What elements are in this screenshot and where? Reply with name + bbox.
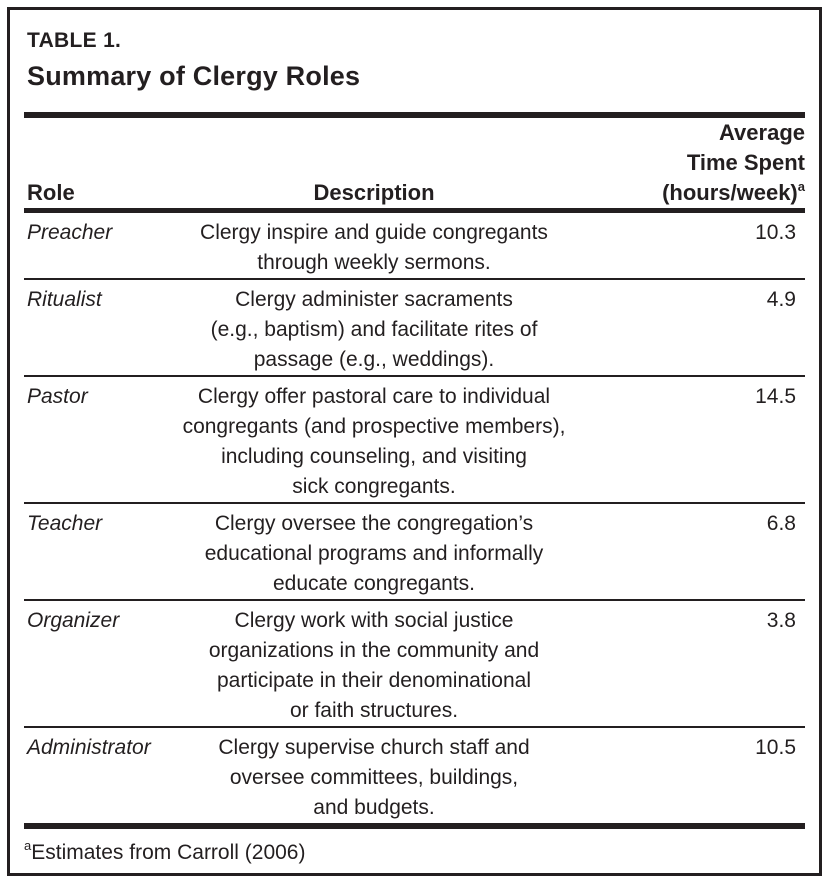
hours-cell: 10.5 <box>755 736 796 759</box>
description-cell: Clergy work with social justice organiza… <box>208 609 540 722</box>
role-cell: Pastor <box>27 385 88 408</box>
footer-rule-divider <box>24 823 805 829</box>
description-cell: Clergy oversee the congregation’s educat… <box>204 512 544 595</box>
hours-cell: 3.8 <box>766 609 796 632</box>
role-cell: Administrator <box>27 736 151 759</box>
role-cell: Organizer <box>27 609 120 632</box>
table-label: TABLE 1. <box>27 29 122 52</box>
table-title: Summary of Clergy Roles <box>27 61 361 91</box>
hours-cell: 6.8 <box>766 512 796 535</box>
column-header-description: Description <box>313 180 435 205</box>
table-row-teacher: Teacher Clergy oversee the congregation’… <box>24 502 805 599</box>
description-cell: Clergy offer pastoral care to individual… <box>182 385 566 498</box>
hours-cell: 14.5 <box>755 385 796 408</box>
column-header-hours: Average Time Spent (hours/week)a <box>579 118 805 208</box>
hours-header-line2: Time Spent <box>686 150 805 175</box>
top-rule-divider <box>24 112 805 118</box>
table-header-row: Role Description Average Time Spent (hou… <box>24 118 805 208</box>
column-header-role: Role <box>27 180 75 205</box>
table-footnote: aEstimates from Carroll (2006) <box>24 829 805 868</box>
table-row-pastor: Pastor Clergy offer pastoral care to ind… <box>24 375 805 502</box>
description-cell: Clergy supervise church staff and overse… <box>218 736 530 819</box>
hours-header-line3: (hours/week)a <box>662 178 805 205</box>
hours-cell: 4.9 <box>766 288 796 311</box>
hours-header-superscript: a <box>797 178 805 194</box>
role-cell: Ritualist <box>27 288 102 311</box>
description-cell: Clergy inspire and guide congregants thr… <box>200 221 548 274</box>
role-cell: Preacher <box>27 221 113 244</box>
table-row-organizer: Organizer Clergy work with social justic… <box>24 599 805 726</box>
table-row-ritualist: Ritualist Clergy administer sacraments (… <box>24 278 805 375</box>
description-cell: Clergy administer sacraments (e.g., bapt… <box>210 288 538 371</box>
table-figure-frame: TABLE 1. Summary of Clergy Roles Role De… <box>7 7 822 876</box>
table-caption: TABLE 1. Summary of Clergy Roles <box>24 10 805 91</box>
hours-header-line1: Average <box>718 120 805 145</box>
role-cell: Teacher <box>27 512 103 535</box>
footnote-text: Estimates from Carroll (2006) <box>31 841 306 864</box>
table-row-preacher: Preacher Clergy inspire and guide congre… <box>24 213 805 278</box>
table-content: TABLE 1. Summary of Clergy Roles Role De… <box>24 10 805 868</box>
footnote-superscript: a <box>24 838 32 853</box>
header-bottom-rule-divider <box>24 208 805 213</box>
table-row-administrator: Administrator Clergy supervise church st… <box>24 726 805 823</box>
hours-cell: 10.3 <box>755 221 796 244</box>
